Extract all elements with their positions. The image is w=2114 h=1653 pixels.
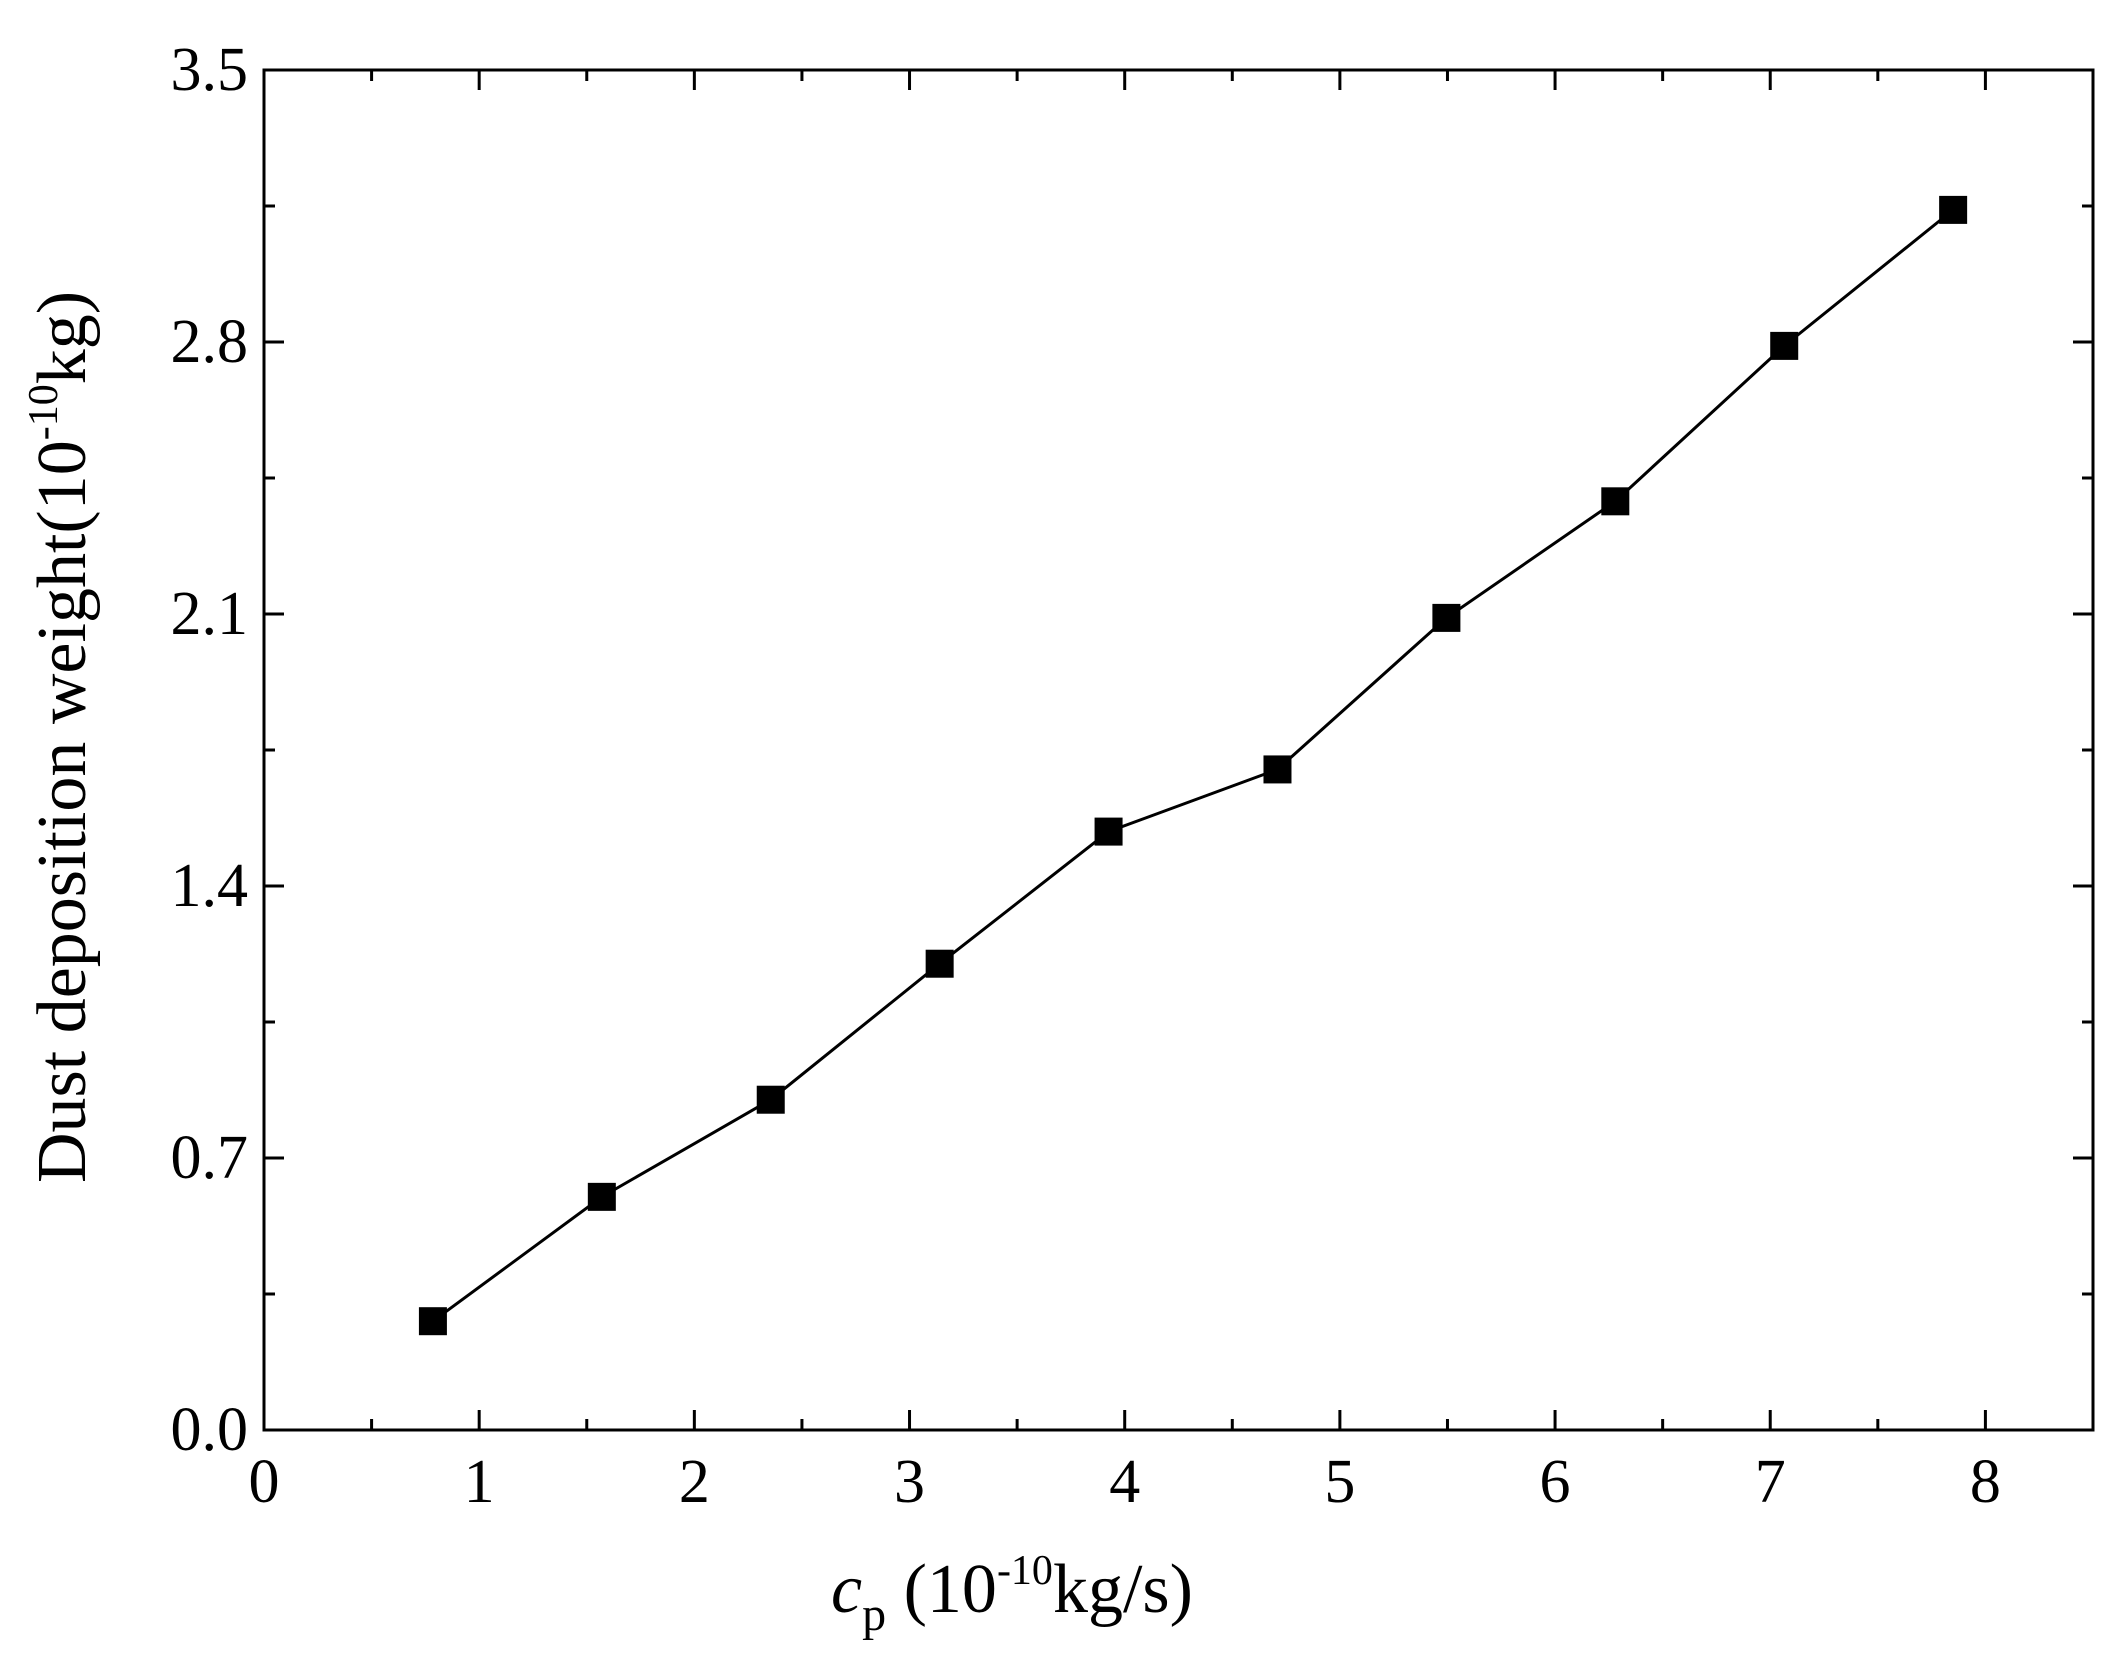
data-point-marker xyxy=(1094,817,1123,846)
x-tick-label: 7 xyxy=(1755,1448,1786,1516)
x-axis-label-subscript: p xyxy=(862,1588,886,1641)
data-point-marker xyxy=(1939,195,1968,224)
data-point-marker xyxy=(587,1182,616,1211)
data-point-marker xyxy=(1601,487,1630,516)
x-tick-label: 2 xyxy=(679,1448,710,1516)
x-tick-label: 3 xyxy=(894,1448,925,1516)
data-point-marker xyxy=(1770,331,1799,360)
x-tick-label: 8 xyxy=(1970,1448,2001,1516)
ticks: 0 1 2 3 4 5 6 7 8 0.0 0.7 1.4 2.1 2.8 3.5 xyxy=(171,36,2093,1516)
x-tick-label: 5 xyxy=(1324,1448,1355,1516)
y-tick-label: 2.8 xyxy=(171,308,249,376)
series-line xyxy=(432,208,1955,1323)
x-tick-label: 6 xyxy=(1540,1448,1571,1516)
data-point-marker xyxy=(1432,603,1461,632)
data-point-marker xyxy=(925,949,954,978)
y-tick-label: 2.1 xyxy=(171,580,249,648)
x-axis-label-superscript: -10 xyxy=(997,1548,1053,1594)
x-tick-label: 0 xyxy=(249,1448,280,1516)
x-tick-label: 1 xyxy=(464,1448,495,1516)
plot-frame xyxy=(262,68,2095,1432)
x-axis-label-unit: kg/s) xyxy=(1053,1551,1193,1628)
y-axis-label-text: Dust deposition weight(10 xyxy=(24,440,101,1183)
y-tick-label: 1.4 xyxy=(171,852,249,920)
data-point-marker xyxy=(756,1085,785,1114)
x-axis-label-symbol: c xyxy=(831,1551,862,1628)
y-axis-label-superscript: -10 xyxy=(21,384,67,440)
data-point-marker xyxy=(1263,755,1292,784)
x-axis-label: cp (10-10kg/s) xyxy=(831,1548,1193,1641)
y-axis-label: Dust deposition weight(10-10kg) xyxy=(21,291,101,1183)
y-tick-label: 0.7 xyxy=(171,1124,249,1192)
axes xyxy=(262,68,2095,1432)
x-axis-label-open: (10 xyxy=(886,1551,997,1628)
y-axis-label-unit: kg) xyxy=(24,291,101,384)
x-tick-label: 4 xyxy=(1109,1448,1140,1516)
data-point-marker xyxy=(418,1307,447,1336)
data-series xyxy=(418,195,1968,1336)
y-tick-label: 0.0 xyxy=(171,1396,249,1464)
y-tick-label: 3.5 xyxy=(171,36,249,104)
